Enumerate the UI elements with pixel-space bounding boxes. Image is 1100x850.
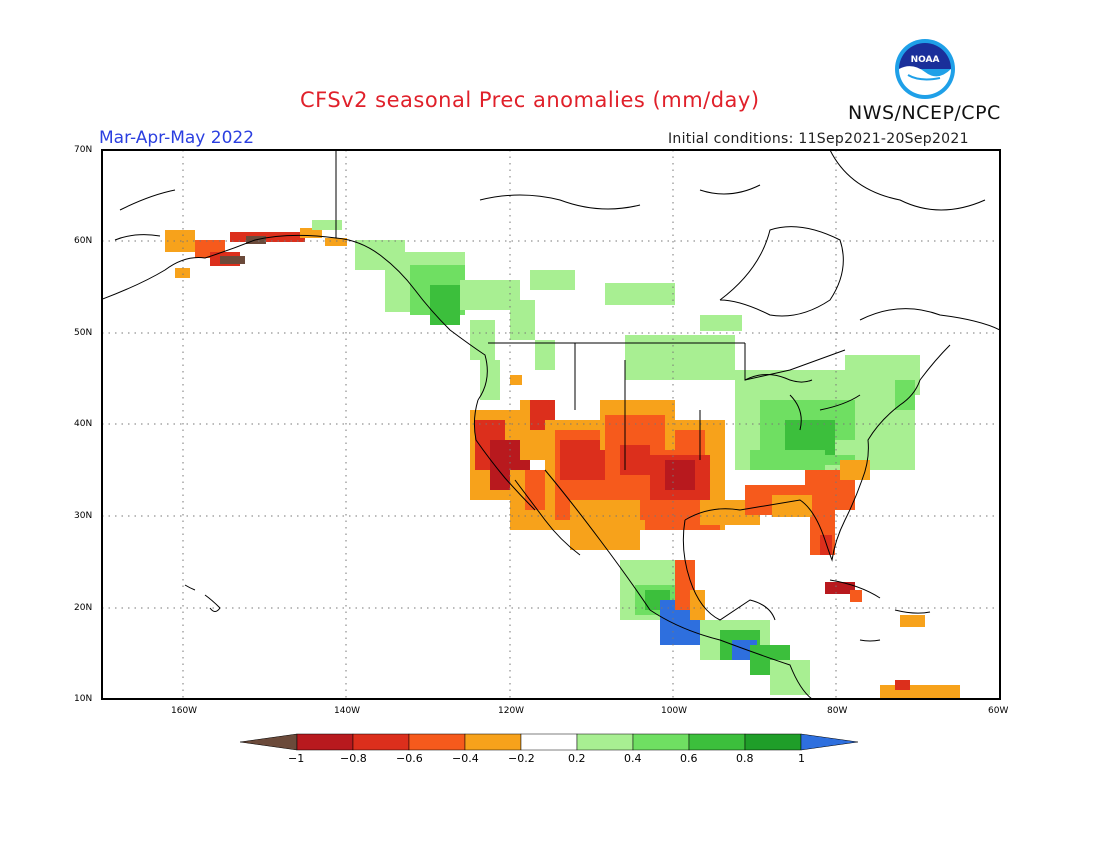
colorbar-label: 1 <box>798 752 805 765</box>
northwest-wet-anomaly <box>312 220 742 400</box>
colorbar-label: −0.6 <box>396 752 423 765</box>
coastlines <box>102 150 1000 699</box>
colorbar-label: 0.6 <box>680 752 698 765</box>
lat-label: 20N <box>74 603 93 613</box>
initial-conditions-label: Initial conditions: 11Sep2021-20Sep2021 <box>668 131 969 147</box>
anomaly-shading <box>165 220 960 699</box>
colorbar-label: 0.4 <box>624 752 642 765</box>
colorbar-label: −0.2 <box>508 752 535 765</box>
colorbar-label: −1 <box>288 752 305 765</box>
map-title: CFSv2 seasonal Prec anomalies (mm/day) <box>300 88 760 112</box>
colorbar-label: 0.2 <box>568 752 586 765</box>
agency-label: NWS/NCEP/CPC <box>848 102 1001 124</box>
alaska-dry-anomaly <box>165 228 347 278</box>
lon-label: 120W <box>498 706 525 716</box>
lat-label: 30N <box>74 511 93 521</box>
colorbar-label: 0.8 <box>736 752 754 765</box>
map-frame <box>101 149 1001 700</box>
lon-label: 60W <box>988 706 1009 716</box>
mexico-wet-anomaly <box>620 560 810 695</box>
caribbean-anomaly <box>825 582 960 699</box>
noaa-logo: NOAA <box>895 39 955 99</box>
lon-label: 100W <box>661 706 688 716</box>
noaa-logo-text: NOAA <box>911 55 940 65</box>
southwest-dry-anomaly <box>470 375 725 550</box>
lat-label: 70N <box>74 145 93 155</box>
lat-label: 40N <box>74 419 93 429</box>
lat-label: 60N <box>74 236 93 246</box>
colorbar <box>239 733 859 751</box>
lon-label: 140W <box>334 706 361 716</box>
colorbar-label: −0.4 <box>452 752 479 765</box>
noaa-logo-sky <box>899 43 951 69</box>
lat-label: 10N <box>74 694 93 704</box>
lat-label: 50N <box>74 328 93 338</box>
noaa-logo-wave <box>899 66 951 95</box>
graticule <box>102 150 1000 699</box>
ohio-valley-wet-anomaly <box>735 355 920 470</box>
lon-label: 160W <box>171 706 198 716</box>
lon-label: 80W <box>827 706 848 716</box>
season-label: Mar-Apr-May 2022 <box>99 128 255 148</box>
colorbar-label: −0.8 <box>340 752 367 765</box>
southeast-dry-anomaly <box>700 460 870 555</box>
